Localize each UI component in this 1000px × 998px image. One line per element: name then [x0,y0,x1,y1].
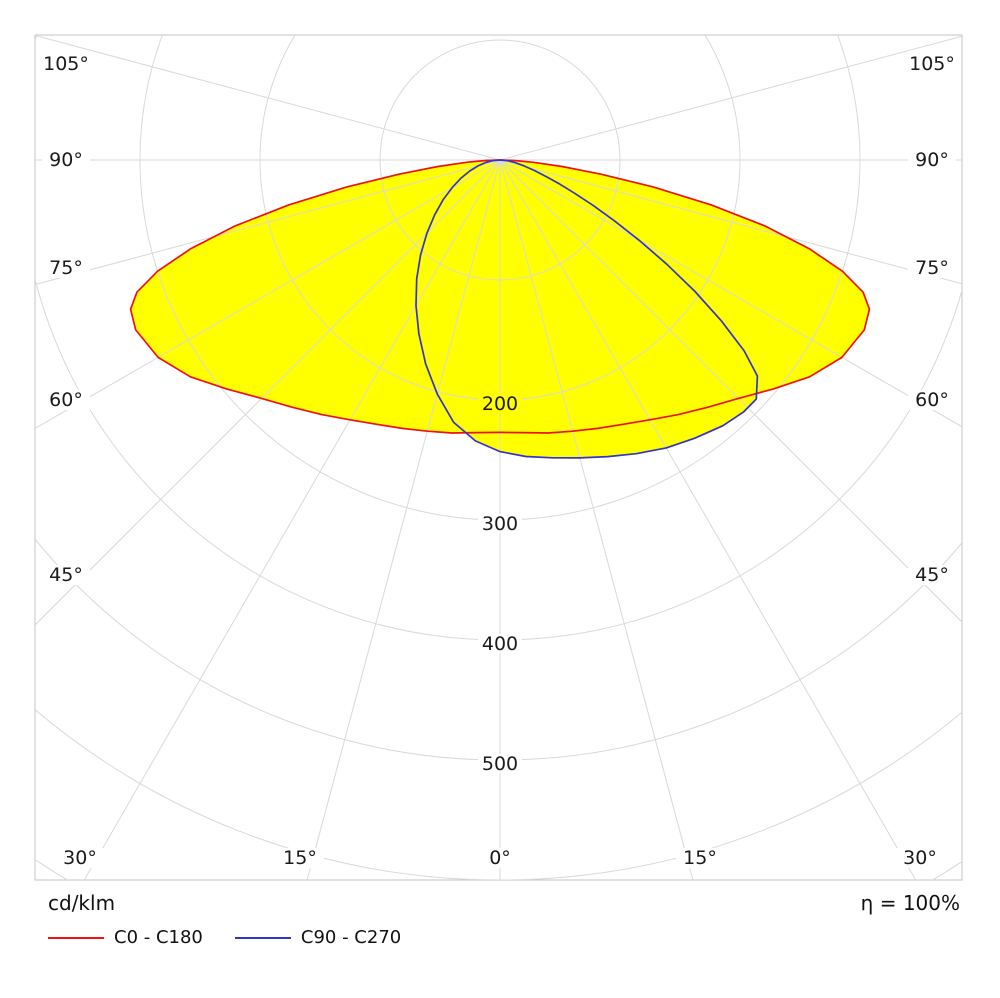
legend-label-c0-c180: C0 - C180 [114,927,203,948]
ring-label: 400 [482,633,518,655]
angle-label-bg [42,150,90,170]
legend-item-c0-c180: C0 - C180 [48,927,203,948]
angle-label-bg [42,54,90,74]
angle-label: 105° [909,53,955,75]
ring-label: 200 [482,393,518,415]
angle-label-bg [276,848,324,868]
ring-label-bg [478,514,522,533]
angle-label-bg [42,565,90,585]
ring-label-bg [478,394,522,413]
grid-spoke [499,159,962,623]
legend-swatch-c0-c180 [48,936,104,939]
angle-label: 15° [683,847,717,869]
angle-label-bg [896,848,944,868]
grid-spoke [499,35,962,161]
angle-label-bg [476,848,524,868]
efficiency-label: η = 100% [860,891,960,915]
angle-label: 30° [63,847,97,869]
ring-label: 500 [482,753,518,775]
angle-label: 105° [43,53,89,75]
angle-label: 15° [283,847,317,869]
lobe-fill-1 [416,160,758,458]
angle-label: 75° [49,257,83,279]
angle-label: 90° [915,149,949,171]
angle-label-bg [908,390,956,410]
legend-label-c90-c270: C90 - C270 [300,927,402,948]
legend-swatch-c90-c270 [234,936,291,939]
angle-label: 30° [903,847,937,869]
angle-label: 45° [915,564,949,586]
angle-label: 75° [915,257,949,279]
unit-label: cd/klm [48,891,116,915]
ring-label: 300 [482,513,518,535]
angle-label: 0° [489,847,511,869]
legend: C0 - C180 C90 - C270 [48,927,433,948]
angle-label-bg [908,565,956,585]
legend-item-c90-c270: C90 - C270 [234,927,402,948]
grid-spoke [499,159,694,880]
angle-label: 60° [915,389,949,411]
grid-spoke [499,159,962,285]
ring-label-bg [478,754,522,773]
grid-spoke [306,159,501,880]
angle-label-bg [908,258,956,278]
angle-label-bg [42,258,90,278]
curve-c90-c270 [415,159,759,459]
angle-label-bg [676,848,724,868]
curve-c0-c180 [129,159,871,434]
angle-label-bg [908,150,956,170]
angle-label: 60° [49,389,83,411]
grid-spoke [35,35,501,161]
angle-label: 45° [49,564,83,586]
angle-label: 90° [49,149,83,171]
angle-label-bg [42,390,90,410]
ring-label-bg [478,634,522,653]
angle-label-bg [56,848,104,868]
grid-spoke [35,159,501,626]
grid-spoke [35,159,501,286]
angle-label-bg [908,54,956,74]
